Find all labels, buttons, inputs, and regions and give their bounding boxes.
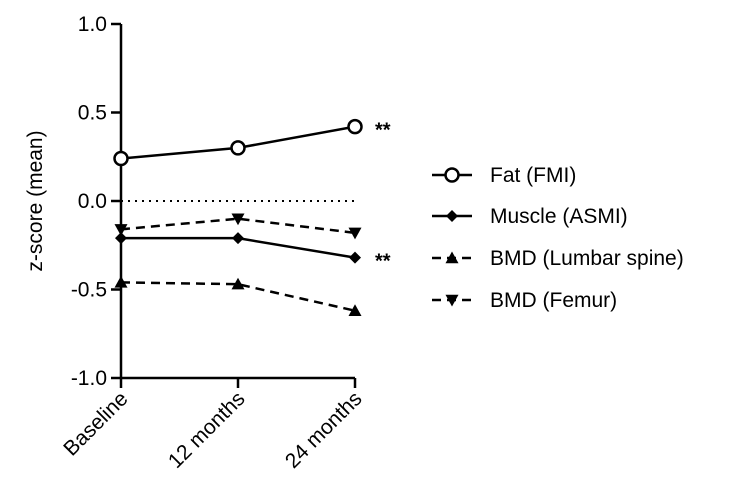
data-point xyxy=(115,232,127,245)
data-point xyxy=(231,277,245,290)
significance-annotation: ** xyxy=(375,251,391,273)
legend: Fat (FMI) Muscle (ASMI) BMD (Lumbar spine)… xyxy=(432,164,684,312)
series-layer: ** ** xyxy=(113,118,391,316)
x-tick-label: 24 months xyxy=(281,387,367,473)
legend-label: Muscle (ASMI) xyxy=(490,205,628,228)
data-point xyxy=(232,232,244,245)
legend-item: BMD (Femur) xyxy=(432,289,617,312)
y-tick-label: 0.0 xyxy=(78,190,107,213)
legend-marker xyxy=(445,251,459,264)
data-point xyxy=(114,275,128,288)
legend-marker xyxy=(444,167,460,183)
axes: 1.0 0.5 0.0 -0.5 -1.0 z-score (mean) Baseline 1… xyxy=(24,13,367,473)
data-point xyxy=(349,251,361,264)
series-line xyxy=(120,281,356,312)
series-3 xyxy=(114,213,362,240)
legend-marker xyxy=(445,294,459,307)
data-point xyxy=(348,304,362,316)
x-tick-label: 12 months xyxy=(164,387,250,473)
data-point xyxy=(347,118,363,135)
series-1: ** xyxy=(115,232,391,273)
y-tick-label: -0.5 xyxy=(71,279,107,302)
legend-label: BMD (Femur) xyxy=(490,289,617,312)
legend-label: Fat (FMI) xyxy=(490,164,576,187)
data-point xyxy=(113,150,129,167)
y-tick-label: 0.5 xyxy=(78,102,107,125)
x-tick-label: Baseline xyxy=(59,387,132,460)
y-tick-label: 1.0 xyxy=(78,13,107,36)
data-point xyxy=(348,227,362,240)
series-2 xyxy=(114,275,362,316)
y-axis-title: z-score (mean) xyxy=(24,130,47,271)
legend-item: Fat (FMI) xyxy=(432,164,576,187)
series-line xyxy=(120,217,356,235)
legend-item: Muscle (ASMI) xyxy=(432,205,628,228)
legend-marker xyxy=(446,210,458,222)
legend-label: BMD (Lumbar spine) xyxy=(490,247,684,270)
significance-annotation: ** xyxy=(375,120,391,142)
data-point xyxy=(230,140,246,156)
y-tick-label: -1.0 xyxy=(71,367,107,390)
data-point xyxy=(231,213,245,226)
legend-item: BMD (Lumbar spine) xyxy=(432,247,684,270)
series-0: ** xyxy=(113,118,391,167)
data-point xyxy=(114,224,128,236)
